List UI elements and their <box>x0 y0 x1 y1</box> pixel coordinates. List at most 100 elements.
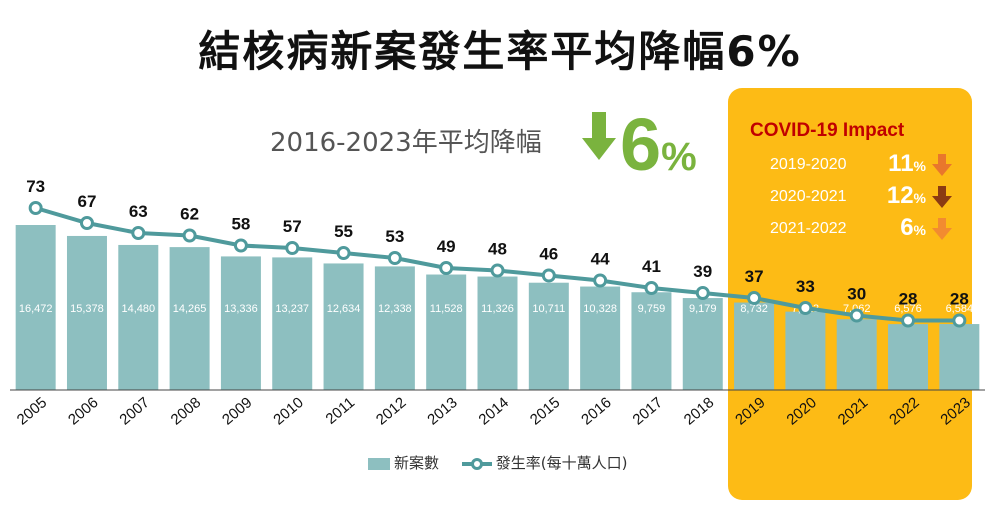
rate-point <box>695 286 710 300</box>
bar <box>477 276 518 390</box>
rate-point <box>901 313 916 328</box>
rate-value-label: 37 <box>745 267 764 286</box>
covid-row: 2020-2021 12% <box>760 182 960 210</box>
bar-value-label: 16,472 <box>19 303 53 315</box>
summary-value: 6% <box>620 108 697 182</box>
x-tick-label: 2021 <box>835 394 871 428</box>
bar <box>888 324 929 390</box>
covid-impact-panel <box>728 88 972 500</box>
rate-value-label: 53 <box>385 227 404 246</box>
bar-value-label: 9,179 <box>689 303 717 315</box>
x-tick-label: 2018 <box>681 394 717 428</box>
covid-value: 6% <box>900 214 926 241</box>
covid-value: 11% <box>888 150 926 177</box>
legend-item-line: 發生率(每十萬人口) <box>461 452 628 473</box>
bar-value-label: 6,576 <box>894 303 922 315</box>
down-arrow-icon <box>932 218 952 240</box>
bar-value-label: 12,634 <box>327 303 361 315</box>
rate-point <box>747 291 762 305</box>
rate-point <box>541 268 556 283</box>
page-title: 結核病新案發生率平均降幅6% <box>198 27 802 76</box>
rate-value-label: 48 <box>488 240 507 259</box>
rate-point <box>439 261 454 275</box>
rate-value-label: 63 <box>129 202 148 221</box>
x-tick-label: 2023 <box>937 394 973 428</box>
rate-value-label: 41 <box>642 257 661 276</box>
rate-value-label: 33 <box>796 277 815 296</box>
x-tick-label: 2005 <box>14 394 50 428</box>
rate-value-label: 49 <box>437 237 456 256</box>
rate-value-label: 28 <box>950 290 969 309</box>
bar-value-label: 14,265 <box>173 303 207 315</box>
rate-point <box>28 201 43 215</box>
rate-value-label: 67 <box>78 192 97 211</box>
bar-value-label: 6,584 <box>946 303 974 315</box>
x-tick-label: 2019 <box>732 394 768 428</box>
bar-value-label: 13,237 <box>275 303 309 315</box>
bar <box>66 235 107 390</box>
bar-value-label: 11,326 <box>481 303 514 315</box>
bar-value-label: 10,328 <box>583 303 617 315</box>
legend: 新案數 發生率(每十萬人口) <box>368 452 646 473</box>
summary-label: 2016-2023年平均降幅 <box>270 128 542 158</box>
covid-row: 2019-2020 11% <box>760 150 960 178</box>
rate-point <box>593 273 608 288</box>
covid-title: COVID-19 Impact <box>750 120 905 141</box>
bar <box>785 311 826 390</box>
rate-point <box>490 263 505 278</box>
x-tick-label: 2012 <box>373 394 409 428</box>
bar <box>374 266 415 390</box>
rate-point <box>233 238 248 253</box>
down-arrow-icon <box>932 154 952 176</box>
bar <box>682 298 723 390</box>
x-tick-label: 2008 <box>168 394 204 428</box>
rate-point <box>285 241 300 255</box>
rate-value-label: 73 <box>26 177 45 196</box>
bar-value-label: 14,480 <box>121 303 155 315</box>
x-tick-label: 2011 <box>322 394 358 428</box>
x-tick-label: 2010 <box>270 394 306 428</box>
rate-value-label: 44 <box>591 250 610 269</box>
x-tick-label: 2016 <box>578 394 614 428</box>
rate-value-label: 57 <box>283 217 302 236</box>
down-arrow-icon <box>582 112 616 160</box>
bar-value-label: 15,378 <box>70 303 104 315</box>
rate-point <box>79 216 94 230</box>
bar <box>734 302 775 390</box>
x-tick-label: 2017 <box>630 394 666 428</box>
rate-point <box>182 228 197 243</box>
rate-point <box>952 313 967 328</box>
covid-value: 12% <box>886 182 926 209</box>
bar <box>169 247 210 390</box>
bar-value-label: 12,338 <box>378 303 412 315</box>
rate-value-label: 58 <box>231 215 250 234</box>
covid-row: 2021-2022 6% <box>760 214 960 242</box>
bar <box>836 319 877 390</box>
covid-period: 2019-2020 <box>770 156 847 173</box>
bar <box>580 286 621 390</box>
summary-unit: % <box>661 135 697 179</box>
rate-point <box>336 246 351 260</box>
bar <box>939 324 980 390</box>
rate-value-label: 28 <box>899 290 918 309</box>
rate-point <box>387 251 402 265</box>
legend-swatch-line <box>461 457 492 470</box>
covid-period: 2021-2022 <box>770 220 847 237</box>
x-tick-label: 2015 <box>527 394 563 428</box>
rate-point <box>798 301 813 315</box>
bar-value-label: 13,336 <box>224 303 258 315</box>
bar <box>426 274 467 390</box>
x-tick-label: 2022 <box>886 394 922 428</box>
bar <box>323 263 364 390</box>
bar-value-label: 11,528 <box>430 303 463 315</box>
bar <box>631 292 672 390</box>
rate-value-label: 62 <box>180 205 199 224</box>
down-arrow-icon <box>932 186 952 208</box>
bar <box>15 225 56 390</box>
bar-value-label: 10,711 <box>532 303 565 315</box>
rate-value-label: 46 <box>539 245 558 264</box>
legend-label-bar: 新案數 <box>394 454 440 472</box>
legend-item-bar: 新案數 <box>368 452 439 473</box>
rate-point <box>131 226 146 240</box>
bar <box>118 244 159 390</box>
